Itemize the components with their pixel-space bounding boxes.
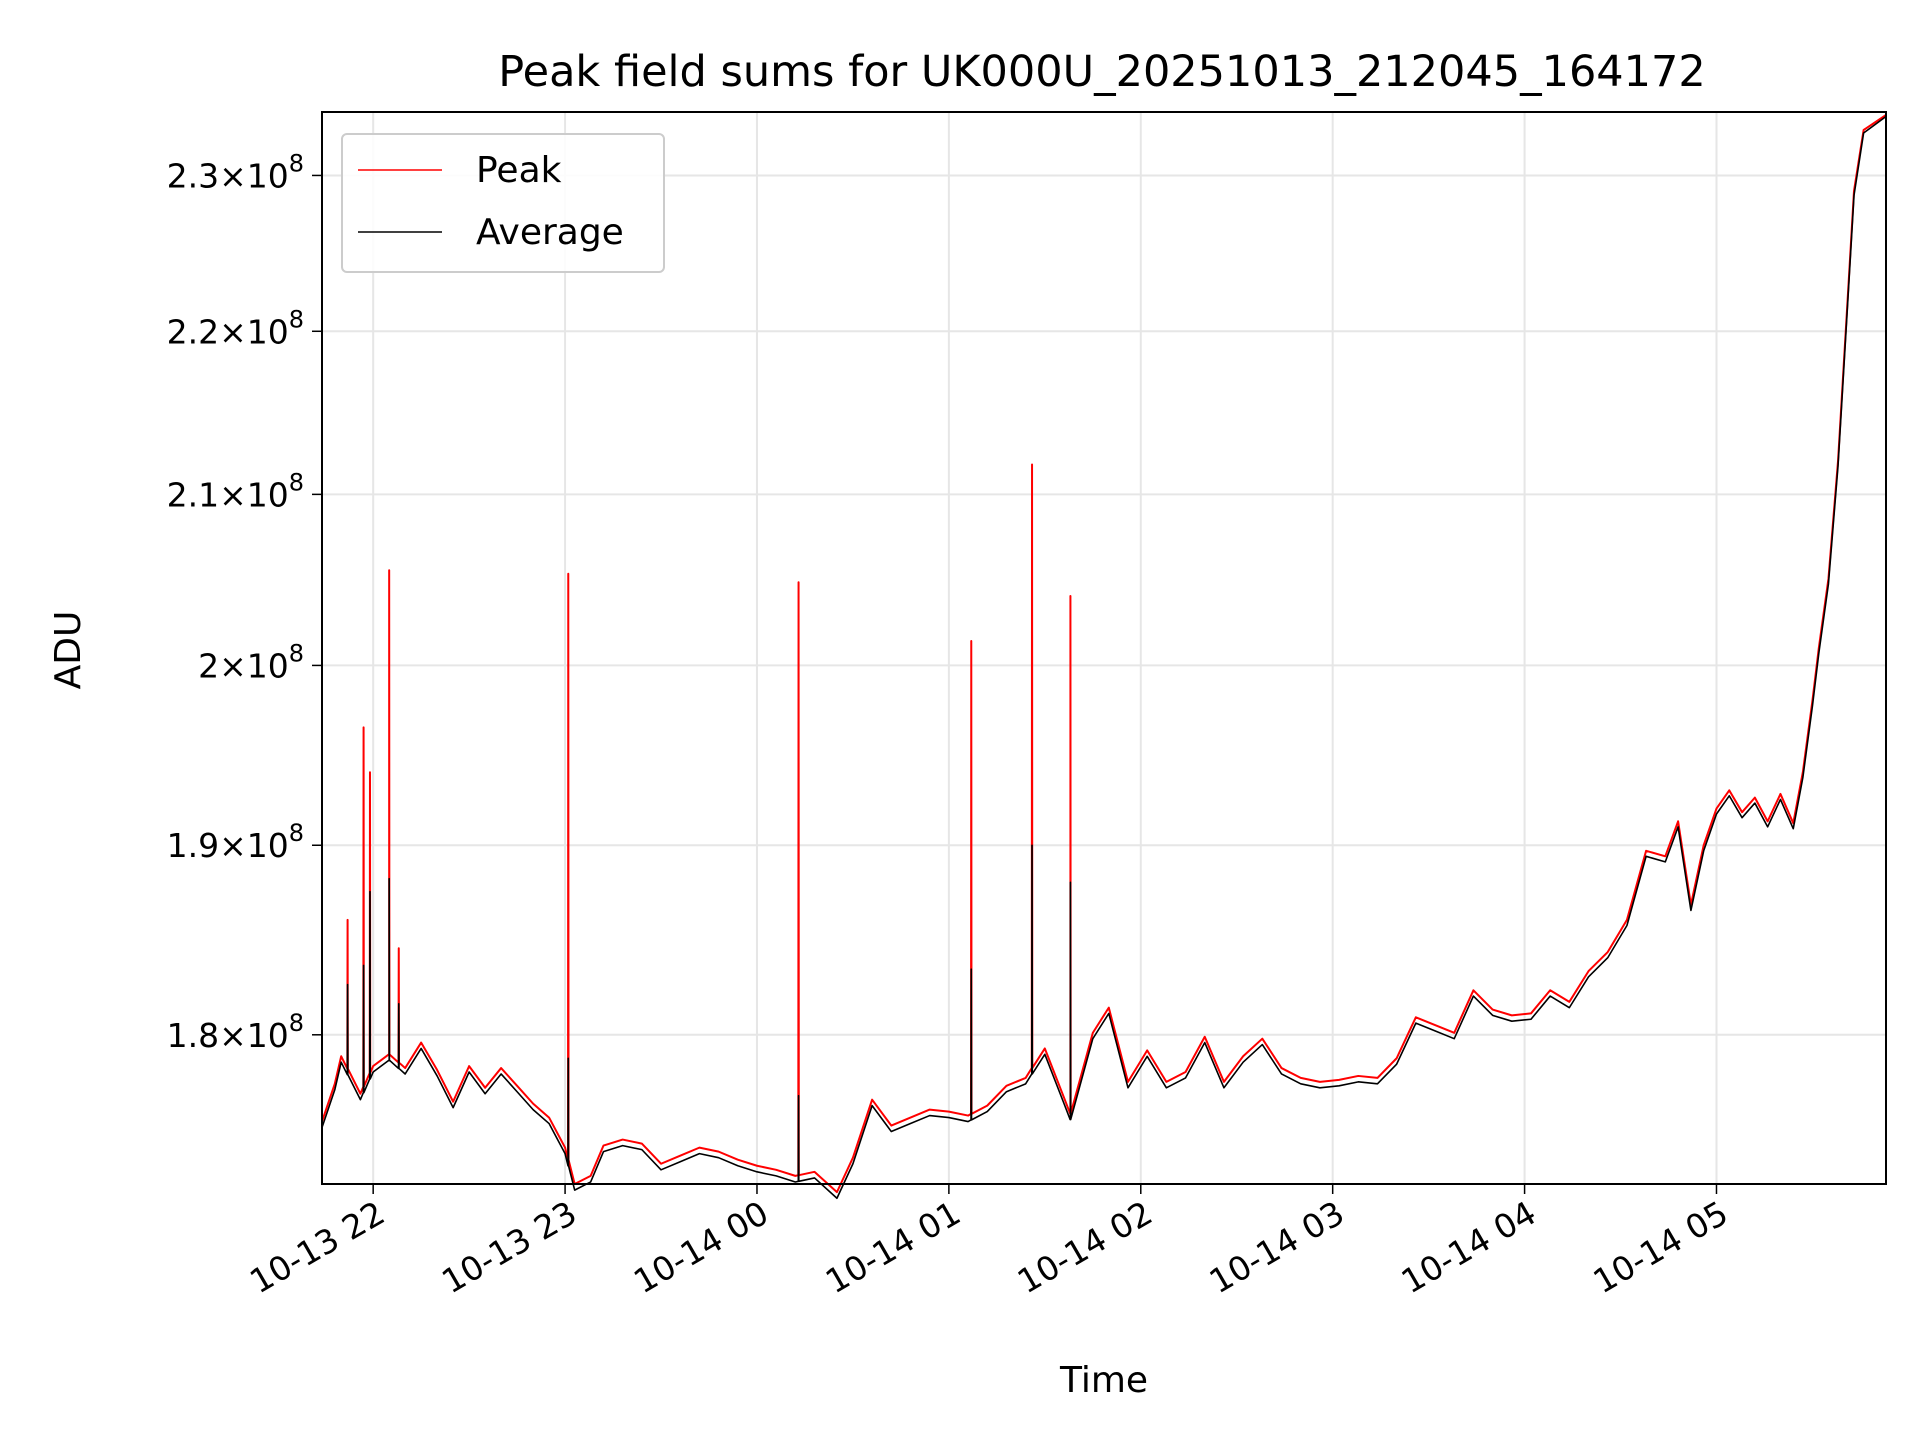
y-tick-mantissa: 1.9 (167, 826, 219, 865)
y-tick-label: 1.8×108 (167, 1009, 304, 1055)
grid (322, 112, 1886, 1184)
y-tick-times-sign: ×10 (219, 156, 289, 195)
y-tick-times-sign: ×10 (219, 1016, 289, 1055)
y-tick-label: 2.3×108 (167, 149, 304, 195)
plot-background (322, 112, 1886, 1184)
y-tick-times-sign: ×10 (219, 646, 289, 685)
y-tick-mantissa: 2 (198, 646, 219, 685)
y-tick-label: 2.1×108 (167, 468, 304, 514)
plot-frame (321, 111, 1887, 1185)
legend-label-average: Average (476, 212, 624, 253)
y-tick-times-sign: ×10 (219, 826, 289, 865)
y-tick-times-sign: ×10 (219, 312, 289, 351)
legend: Peak Average (341, 133, 665, 273)
y-tick-exponent: 8 (289, 149, 304, 177)
y-tick-exponent: 8 (289, 639, 304, 667)
y-tick-exponent: 8 (289, 305, 304, 333)
y-axis-label: ADU (48, 611, 89, 690)
chart-title: Peak field sums for UK000U_20251013_2120… (498, 47, 1706, 97)
series-layer (321, 114, 1887, 1200)
y-tick-label: 1.9×108 (167, 819, 304, 865)
y-tick-exponent: 8 (289, 1009, 304, 1037)
y-tick-label: 2.2×108 (167, 305, 304, 351)
y-tick-mantissa: 1.8 (167, 1016, 219, 1055)
y-tick-exponent: 8 (289, 819, 304, 847)
y-tick-mantissa: 2.1 (167, 475, 219, 514)
plot-area (321, 111, 1887, 1200)
y-tick-exponent: 8 (289, 468, 304, 496)
y-tick-mantissa: 2.2 (167, 312, 219, 351)
legend-box (341, 133, 665, 273)
legend-label-peak: Peak (476, 150, 562, 191)
y-tick-mantissa: 2.3 (167, 156, 219, 195)
x-axis-label: Time (1059, 1360, 1148, 1401)
y-tick-label: 2×108 (198, 639, 304, 685)
series-line-average (321, 115, 1887, 1200)
y-tick-times-sign: ×10 (219, 475, 289, 514)
